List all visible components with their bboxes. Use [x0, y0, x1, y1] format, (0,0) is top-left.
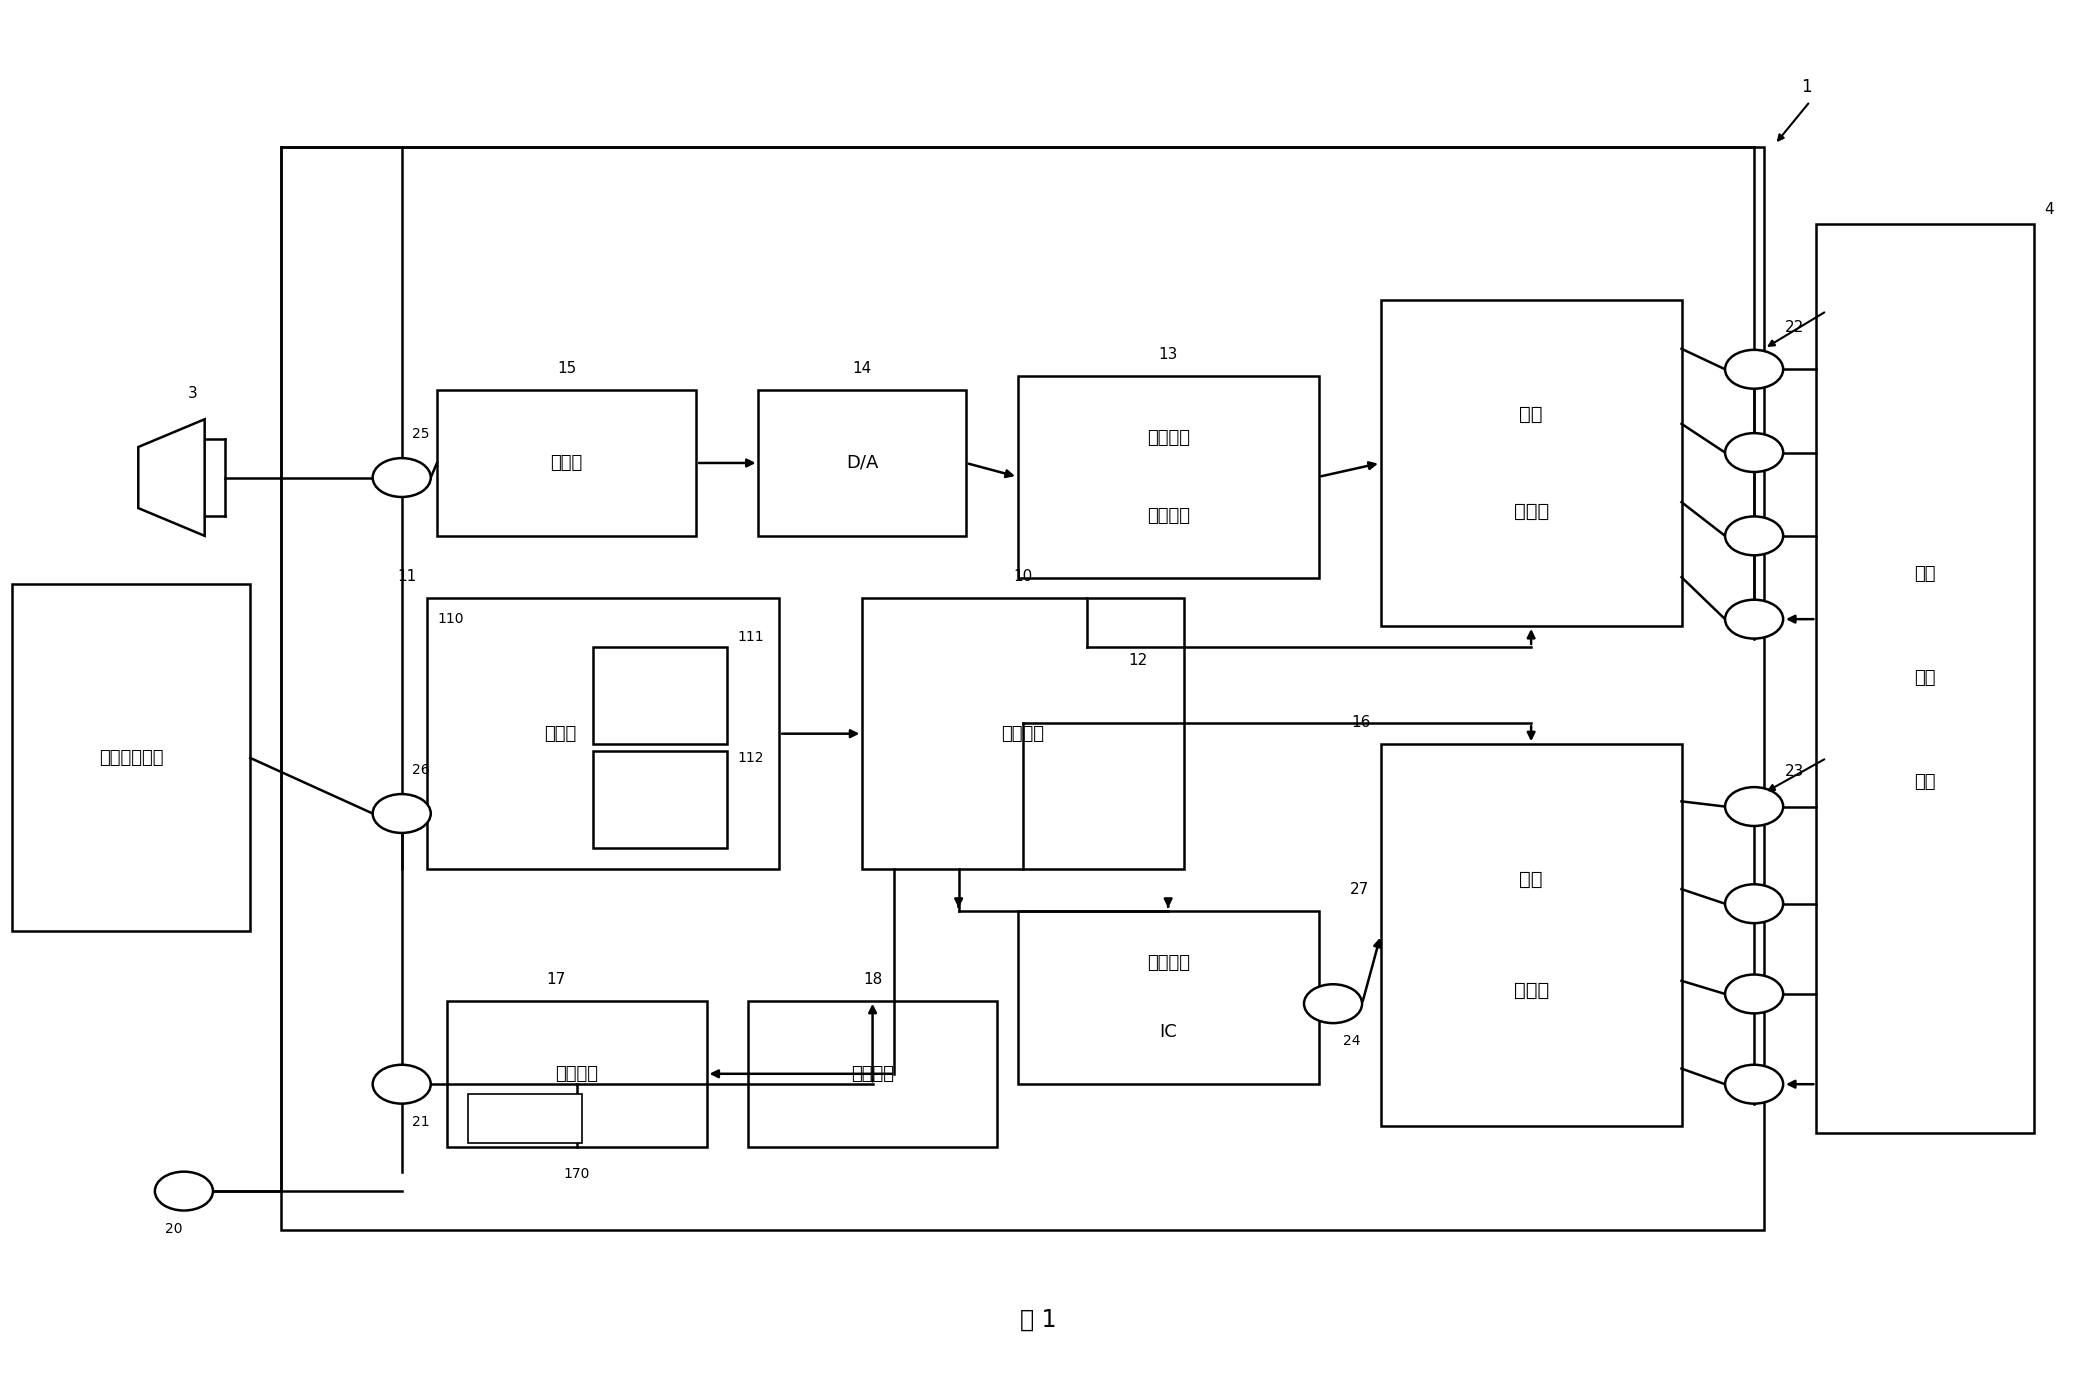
Text: 17: 17 [546, 972, 565, 988]
Circle shape [1726, 975, 1784, 1014]
Text: 选择器: 选择器 [1514, 981, 1549, 1000]
Text: 再现: 再现 [1915, 669, 1936, 687]
Text: 21: 21 [411, 1114, 430, 1128]
Bar [1018, 911, 1319, 1084]
Bar [758, 389, 966, 536]
Text: 处理部分: 处理部分 [1147, 506, 1190, 524]
Text: 控制部分: 控制部分 [1001, 725, 1045, 743]
Text: 12: 12 [1128, 652, 1149, 668]
Text: 音频信号: 音频信号 [1147, 428, 1190, 447]
Text: 111: 111 [737, 630, 764, 644]
Text: IC: IC [1159, 1024, 1178, 1040]
Text: 视频: 视频 [1520, 869, 1543, 889]
Text: 视频显示装置: 视频显示装置 [100, 748, 164, 766]
Text: 选择器: 选择器 [1514, 502, 1549, 522]
Text: 18: 18 [862, 972, 883, 988]
Circle shape [1726, 787, 1784, 826]
Bar [426, 598, 779, 869]
Text: 112: 112 [737, 751, 764, 765]
Text: 显示部分: 显示部分 [852, 1064, 893, 1082]
Bar [447, 1002, 706, 1146]
Text: 20: 20 [164, 1221, 183, 1235]
Text: 4: 4 [2044, 202, 2054, 217]
Text: 14: 14 [852, 362, 872, 376]
Bar [436, 389, 696, 536]
Text: 音频: 音频 [1520, 405, 1543, 424]
Text: 1: 1 [1801, 78, 1811, 96]
Text: 16: 16 [1350, 715, 1371, 730]
Text: 25: 25 [411, 427, 430, 441]
Circle shape [1726, 600, 1784, 638]
Text: 26: 26 [411, 764, 430, 778]
Bar [748, 1002, 997, 1146]
Bar [1815, 224, 2033, 1132]
Circle shape [372, 458, 430, 497]
Circle shape [1726, 516, 1784, 555]
Text: 170: 170 [563, 1167, 590, 1181]
Bar [280, 147, 1765, 1230]
Text: 10: 10 [1014, 569, 1032, 584]
Text: 23: 23 [1786, 764, 1805, 779]
Text: 15: 15 [557, 362, 575, 376]
Circle shape [372, 1064, 430, 1103]
Bar [862, 598, 1184, 869]
Circle shape [156, 1171, 214, 1210]
Text: 视频: 视频 [1915, 565, 1936, 583]
Circle shape [1726, 885, 1784, 924]
Bar [1018, 376, 1319, 577]
Text: 27: 27 [1350, 882, 1369, 897]
Text: 信号产生: 信号产生 [1147, 954, 1190, 972]
Bar [1381, 744, 1682, 1125]
Circle shape [1304, 985, 1363, 1024]
Bar [12, 584, 251, 932]
Circle shape [1726, 433, 1784, 472]
Text: 操作部分: 操作部分 [555, 1064, 598, 1082]
Text: 11: 11 [397, 569, 415, 584]
Circle shape [1726, 1064, 1784, 1103]
Text: 图 1: 图 1 [1020, 1308, 1057, 1333]
Text: 13: 13 [1159, 348, 1178, 362]
Bar [1381, 300, 1682, 626]
Bar [592, 751, 727, 849]
Text: 放大器: 放大器 [550, 453, 584, 472]
Circle shape [1726, 349, 1784, 388]
Text: 3: 3 [187, 387, 197, 401]
Circle shape [372, 794, 430, 833]
Text: 24: 24 [1344, 1034, 1360, 1047]
Bar [467, 1093, 582, 1142]
Text: D/A: D/A [845, 453, 879, 472]
Text: 22: 22 [1786, 320, 1805, 335]
Text: 存储器: 存储器 [544, 725, 577, 743]
Text: 110: 110 [436, 612, 463, 626]
Bar [592, 647, 727, 744]
Text: 装置: 装置 [1915, 773, 1936, 791]
